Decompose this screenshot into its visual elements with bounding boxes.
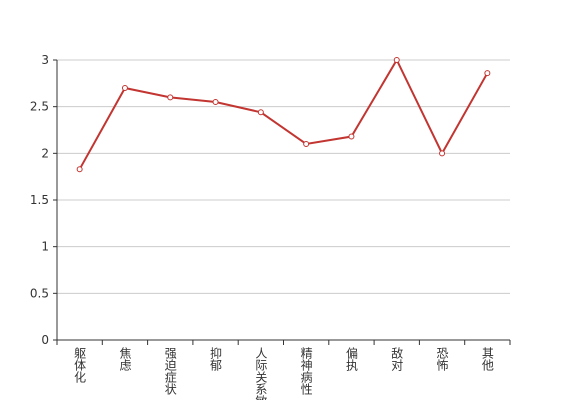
x-tick-label: 强迫症状 (163, 347, 177, 395)
y-tick-label: 1.5 (30, 193, 49, 207)
x-tick-label: 偏执 (344, 346, 358, 372)
y-tick-label: 1 (41, 240, 49, 254)
x-tick-label: 焦虑 (118, 347, 132, 371)
x-tick-label: 恐怖 (435, 347, 449, 371)
point (257, 109, 264, 116)
y-tick-label: 3 (41, 53, 49, 67)
point (303, 141, 310, 147)
y-tick-label: 2 (41, 146, 49, 160)
x-tick-label: 其他 (480, 347, 494, 371)
x-tick-label: 精神病性 (299, 347, 313, 396)
point (484, 70, 491, 77)
y-tick-label: 0 (41, 333, 49, 347)
line (78, 57, 489, 170)
point (212, 99, 219, 105)
x-tick-label: 抑郁 (209, 346, 223, 372)
point (76, 166, 83, 173)
x-tick-label: 躯体化 (73, 346, 87, 384)
point (393, 57, 400, 63)
x-tick-label: 敌对 (390, 346, 404, 371)
x-tick-label: 人际关系敏感 (254, 347, 268, 400)
y-tick-label: 2.5 (30, 100, 49, 114)
point (439, 150, 446, 157)
y-tick-label: 0.5 (30, 286, 49, 300)
point (121, 85, 128, 91)
point (167, 94, 174, 101)
point (348, 133, 355, 140)
